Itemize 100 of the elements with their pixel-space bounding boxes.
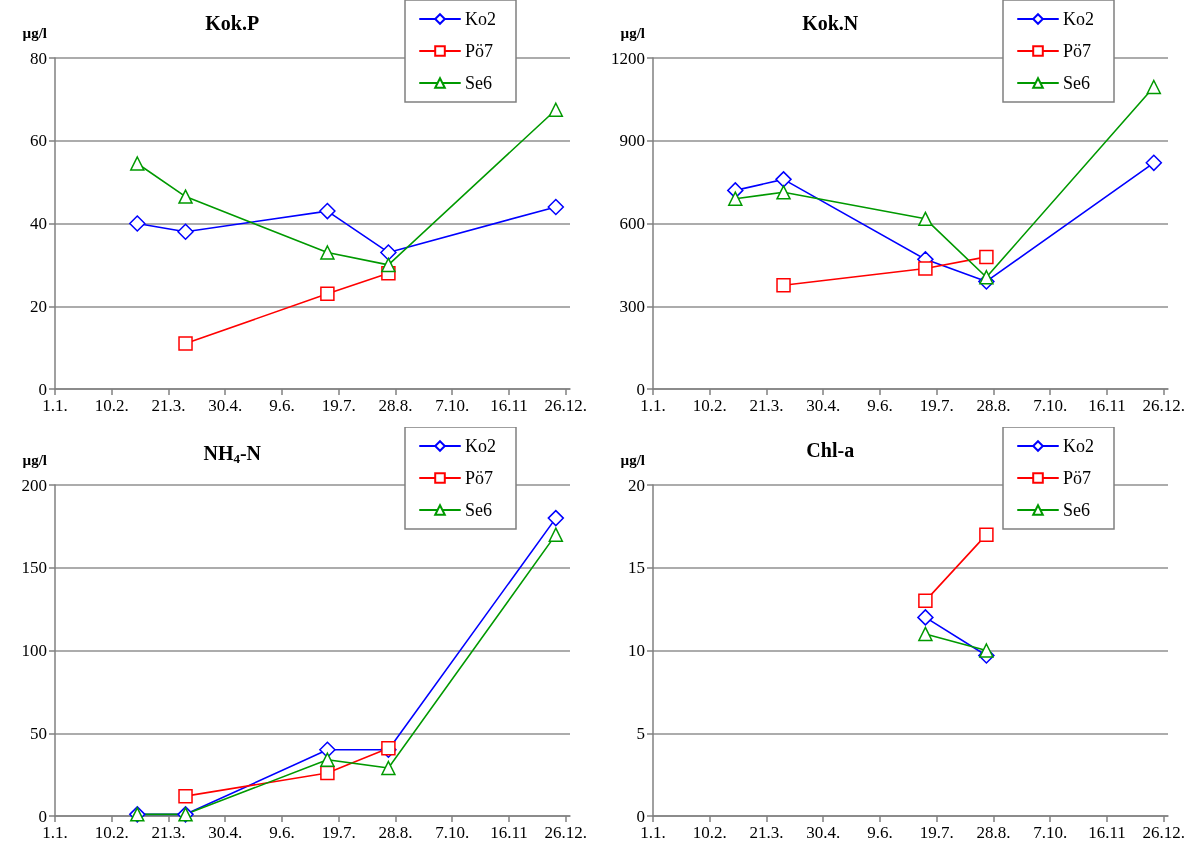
x-tick-label: 7.10. — [435, 396, 470, 415]
point — [548, 102, 564, 117]
y-axis-title: µg/l — [22, 451, 47, 468]
point — [776, 185, 791, 200]
point — [548, 527, 564, 542]
x-tick-label: 26.12. — [544, 396, 587, 415]
x-tick-label: 30.4. — [806, 396, 841, 415]
legend-label: Ko2 — [465, 9, 496, 29]
x-tick-label: 19.7. — [919, 823, 954, 842]
x-tick-label: 16.11 — [490, 823, 528, 842]
y-tick-label: 15 — [628, 558, 645, 578]
point — [320, 752, 335, 767]
y-tick-label: 50 — [30, 723, 47, 743]
x-tick-label: 7.10. — [435, 823, 470, 842]
x-tick-label: 28.8. — [976, 396, 1011, 415]
point — [1145, 154, 1163, 172]
y-tick-label: 10 — [628, 641, 645, 660]
point — [979, 527, 994, 542]
point — [979, 270, 994, 285]
x-tick-label: 7.10. — [1033, 823, 1068, 842]
point — [320, 286, 335, 302]
x-tick-label: 21.3. — [749, 396, 784, 415]
point — [547, 198, 565, 216]
y-axis-title: µg/l — [22, 24, 47, 41]
point — [728, 191, 743, 206]
point — [979, 249, 994, 265]
x-tick-label: 19.7. — [919, 396, 954, 415]
x-tick-label: 19.7. — [321, 396, 356, 415]
legend-label: Se6 — [465, 500, 492, 520]
point — [178, 336, 193, 351]
y-tick-label: 0 — [38, 379, 47, 399]
x-tick-label: 21.3. — [749, 823, 784, 842]
x-tick-label: 21.3. — [151, 396, 186, 415]
y-tick-label: 0 — [636, 806, 645, 826]
legend-label: Ko2 — [1063, 436, 1094, 456]
point — [918, 593, 933, 609]
x-tick-label: 28.8. — [378, 396, 413, 415]
y-tick-label: 0 — [38, 806, 47, 826]
point — [917, 609, 934, 626]
x-tick-label: 26.12. — [544, 823, 587, 842]
x-tick-label: 9.6. — [269, 396, 295, 415]
x-tick-label: 30.4. — [208, 823, 243, 842]
y-tick-label: 200 — [21, 475, 47, 495]
point — [320, 245, 335, 260]
x-tick-label: 16.11 — [490, 396, 528, 415]
legend-label: Pö7 — [1063, 41, 1092, 61]
x-tick-label: 30.4. — [806, 823, 841, 842]
point — [380, 244, 397, 261]
y-tick-label: 60 — [30, 131, 47, 151]
point — [381, 257, 396, 273]
point — [381, 760, 396, 776]
y-tick-label: 600 — [619, 214, 645, 233]
x-tick-label: 1.1. — [42, 396, 68, 415]
y-tick-label: 100 — [21, 641, 47, 660]
point — [178, 189, 193, 204]
x-tick-label: 1.1. — [640, 823, 666, 842]
x-tick-label: 30.4. — [208, 396, 243, 415]
x-tick-label: 10.2. — [692, 396, 727, 415]
point — [320, 765, 335, 781]
x-tick-label: 7.10. — [1033, 396, 1068, 415]
point — [775, 171, 792, 188]
point — [130, 156, 145, 171]
point — [177, 223, 194, 241]
chart-title: Chl-a — [806, 439, 855, 461]
x-tick-label: 10.2. — [94, 396, 129, 415]
point — [319, 741, 336, 759]
y-tick-label: 900 — [619, 131, 645, 151]
x-tick-label: 16.11 — [1088, 396, 1126, 415]
x-tick-label: 10.2. — [94, 823, 129, 842]
chart-title: Kok.N — [802, 12, 859, 34]
x-tick-label: 16.11 — [1088, 823, 1126, 842]
y-tick-label: 300 — [619, 296, 645, 316]
legend-label: Pö7 — [1063, 468, 1092, 488]
point — [1146, 79, 1162, 95]
x-tick-label: 9.6. — [867, 396, 893, 415]
legend-label: Ko2 — [1063, 9, 1094, 29]
point — [547, 509, 565, 527]
y-tick-label: 0 — [636, 379, 645, 399]
legend-label: Ko2 — [465, 436, 496, 456]
x-tick-label: 1.1. — [42, 823, 68, 842]
x-tick-label: 9.6. — [867, 823, 893, 842]
point — [918, 211, 933, 227]
y-axis-title: µg/l — [620, 24, 645, 41]
x-tick-label: 9.6. — [269, 823, 295, 842]
legend-label: Pö7 — [465, 41, 494, 61]
legend-label: Se6 — [1063, 73, 1090, 93]
x-tick-label: 1.1. — [640, 396, 666, 415]
point — [178, 788, 193, 804]
y-tick-label: 40 — [30, 214, 47, 233]
x-tick-label: 26.12. — [1142, 823, 1185, 842]
legend-label: Pö7 — [465, 468, 494, 488]
x-tick-label: 28.8. — [378, 823, 413, 842]
point — [319, 202, 336, 220]
y-tick-label: 80 — [30, 48, 47, 68]
point — [129, 215, 146, 232]
x-tick-label: 21.3. — [151, 823, 186, 842]
x-tick-label: 28.8. — [976, 823, 1011, 842]
y-tick-label: 150 — [21, 558, 47, 578]
y-tick-label: 1200 — [611, 48, 645, 68]
y-tick-label: 20 — [628, 475, 645, 495]
